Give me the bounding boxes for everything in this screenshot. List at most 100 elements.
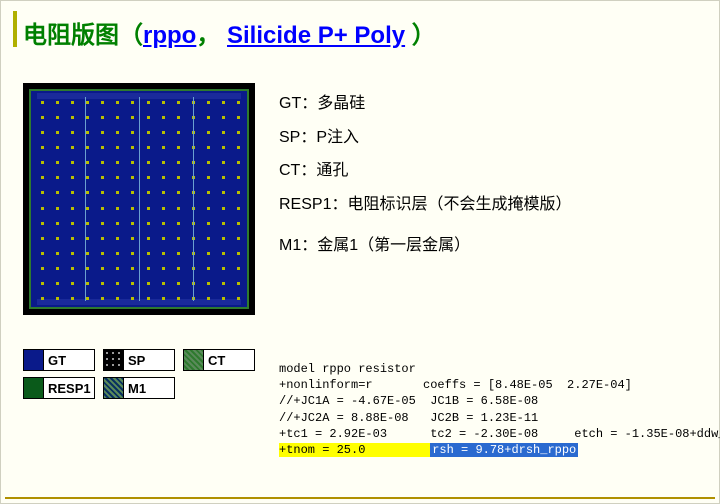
via-dot (162, 191, 165, 194)
layout-diagram (23, 83, 255, 315)
via-dot (222, 116, 225, 119)
via-dot (147, 207, 150, 210)
via-dot (86, 252, 89, 255)
via-dot (56, 297, 59, 300)
via-dot (237, 237, 240, 240)
via-dot (162, 146, 165, 149)
via-dot (207, 101, 210, 104)
legend-ct: CT (183, 349, 255, 371)
via-dot (207, 176, 210, 179)
via-dot (177, 207, 180, 210)
via-dot (222, 161, 225, 164)
via-dot (177, 176, 180, 179)
via-dot (162, 207, 165, 210)
legend-m1: M1 (103, 377, 175, 399)
via-dot (162, 222, 165, 225)
via-dot (147, 146, 150, 149)
via-dot (162, 282, 165, 285)
page-title: 电阻版图（rppo， Silicide P+ Poly ） (23, 15, 436, 50)
via-dot (71, 252, 74, 255)
via-dot (177, 267, 180, 270)
legend-chip (104, 378, 124, 398)
via-dot (56, 222, 59, 225)
via-dot (56, 252, 59, 255)
via-dot (41, 282, 44, 285)
via-dot (147, 267, 150, 270)
legend-gt: GT (23, 349, 95, 371)
via-dot (41, 267, 44, 270)
legend-sp: SP (103, 349, 175, 371)
via-dot (131, 146, 134, 149)
via-dot (131, 237, 134, 240)
via-dot (116, 222, 119, 225)
title-sep: ， (196, 22, 227, 49)
via-dot (41, 222, 44, 225)
accent-bar (13, 11, 17, 47)
via-dot (237, 116, 240, 119)
via-dot (147, 161, 150, 164)
legend-label: CT (208, 353, 225, 368)
via-dot (86, 146, 89, 149)
layer-desc: RESP1：电阻标识层（不会生成掩模版） (279, 188, 571, 222)
via-dot (162, 116, 165, 119)
via-dot (131, 297, 134, 300)
via-dot (237, 207, 240, 210)
via-dot (41, 252, 44, 255)
via-dot (147, 222, 150, 225)
via-dot (177, 237, 180, 240)
via-dot (71, 131, 74, 134)
via-dot (131, 116, 134, 119)
via-dot (116, 191, 119, 194)
via-dot (222, 207, 225, 210)
via-dot (41, 176, 44, 179)
via-dot (207, 191, 210, 194)
via-dot (116, 207, 119, 210)
via-dot (177, 252, 180, 255)
via-dot (116, 237, 119, 240)
via-dot (207, 222, 210, 225)
via-dot (147, 101, 150, 104)
via-dot (116, 297, 119, 300)
via-dot (222, 222, 225, 225)
via-dot (71, 161, 74, 164)
via-dot (101, 146, 104, 149)
via-dot (41, 116, 44, 119)
layer-desc: M1：金属1（第一层金属） (279, 229, 571, 263)
grid-vline (85, 97, 86, 301)
via-dot (207, 252, 210, 255)
via-dot (131, 267, 134, 270)
layer-desc: SP：P注入 (279, 121, 571, 155)
via-dot (147, 176, 150, 179)
layer-desc: CT：通孔 (279, 154, 571, 188)
via-dot (222, 282, 225, 285)
via-dot (86, 282, 89, 285)
legend-chip (24, 378, 44, 398)
legend-label: M1 (128, 381, 146, 396)
via-dot (207, 237, 210, 240)
via-dot (222, 237, 225, 240)
via-dot (147, 131, 150, 134)
via-dot (86, 297, 89, 300)
via-dot (56, 116, 59, 119)
via-dot (101, 222, 104, 225)
legend: GT SP CT RESP1 M1 (23, 349, 255, 405)
via-dot (56, 267, 59, 270)
via-dot (177, 101, 180, 104)
via-dot (86, 131, 89, 134)
via-dot (222, 267, 225, 270)
via-dot (116, 176, 119, 179)
legend-resp1: RESP1 (23, 377, 95, 399)
code-line-highlight: +tnom = 25.0 rsh = 9.78+drsh_rppo (279, 442, 720, 458)
via-dot (131, 176, 134, 179)
via-dot (41, 297, 44, 300)
via-dot (147, 237, 150, 240)
via-dot (237, 146, 240, 149)
via-dot (237, 282, 240, 285)
title-prefix: 电阻版图（ (23, 22, 143, 49)
via-dot (237, 191, 240, 194)
via-dot (41, 237, 44, 240)
via-dot (86, 116, 89, 119)
via-dot (86, 222, 89, 225)
via-dot (71, 176, 74, 179)
via-dot (131, 222, 134, 225)
